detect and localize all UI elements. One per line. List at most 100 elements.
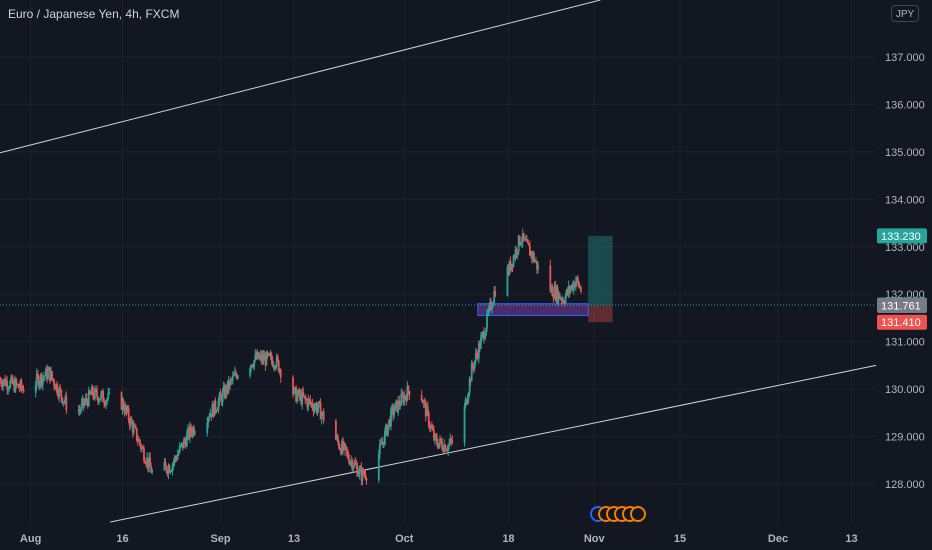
candle-body: [297, 389, 300, 395]
candle-body: [90, 386, 93, 395]
candle-body: [512, 256, 515, 267]
candle-body: [535, 260, 537, 262]
candle-body: [222, 386, 225, 392]
candle-body: [421, 400, 424, 404]
candle-body: [574, 281, 577, 288]
candle-body: [534, 261, 536, 263]
candle-body: [52, 378, 54, 381]
candle-body: [149, 457, 151, 467]
candle-body: [488, 305, 490, 313]
candle-body: [56, 383, 59, 394]
candle-body: [48, 367, 50, 371]
candle-body: [311, 402, 314, 408]
candle-body: [492, 302, 495, 307]
time-axis: Aug 16 Sep 13 Oct 18 Nov 15 Dec 13: [20, 533, 858, 545]
candle-body: [514, 249, 517, 258]
candle-body: [342, 441, 344, 451]
candle-body: [571, 284, 574, 290]
candle-body: [7, 388, 10, 390]
candle-body: [209, 413, 212, 418]
candle-body: [553, 286, 556, 299]
candle-body: [121, 399, 124, 410]
candle-body: [49, 367, 51, 381]
candle-body: [4, 378, 7, 386]
candle-body: [275, 356, 278, 367]
price-label-text: 131.761: [881, 301, 921, 313]
candle-body: [65, 396, 68, 411]
candle-body: [54, 386, 57, 390]
candle-body: [164, 461, 167, 466]
candle-body: [513, 256, 516, 258]
candle-body: [133, 425, 136, 427]
candle-body: [493, 290, 496, 303]
candle-body: [263, 356, 266, 361]
candle-body: [426, 406, 429, 412]
trendline[interactable]: [0, 0, 601, 154]
candle-body: [352, 467, 355, 470]
candle-body: [422, 400, 425, 404]
candle-body: [510, 263, 513, 271]
currency-button[interactable]: JPY: [891, 5, 919, 22]
candle-body: [6, 381, 9, 390]
candle-body: [20, 380, 23, 389]
candle-body: [380, 442, 383, 445]
time-tick-label: Aug: [20, 533, 41, 545]
stop-zone[interactable]: [588, 305, 613, 323]
trendline[interactable]: [110, 364, 877, 523]
candle-body: [580, 287, 582, 292]
candle-body: [123, 409, 126, 414]
candle-body: [183, 439, 186, 442]
candle-body: [10, 376, 13, 381]
price-label-target: [877, 228, 927, 244]
candle-body: [361, 469, 364, 481]
candle-body: [101, 390, 103, 394]
candle-body: [221, 391, 224, 403]
candle-body: [266, 352, 269, 356]
candle-body: [442, 448, 445, 452]
candle-body: [389, 419, 391, 427]
candle-body: [303, 395, 306, 397]
candle-body: [473, 360, 476, 369]
candle-body: [406, 385, 409, 401]
candle-body: [474, 353, 477, 361]
candle-body: [570, 284, 573, 289]
candle-body: [220, 396, 223, 403]
candles: [0, 228, 582, 486]
candle-body: [226, 380, 229, 393]
candle-body: [465, 399, 468, 405]
candle-body: [365, 478, 368, 480]
candle-body: [433, 430, 435, 440]
time-tick-label: 18: [502, 533, 514, 545]
candle-body: [517, 235, 520, 252]
candle-body: [295, 387, 297, 402]
candle-body: [431, 428, 434, 431]
price-axis: 128.000129.000130.000131.000132.000133.0…: [885, 52, 925, 491]
candle-body: [174, 456, 177, 459]
candle-body: [487, 312, 489, 314]
candle-body: [347, 452, 350, 459]
candle-body: [427, 411, 430, 427]
candle-body: [450, 438, 453, 441]
target-zone[interactable]: [588, 235, 613, 306]
chart-overlays: [0, 304, 876, 522]
price-tick-label: 129.000: [885, 432, 925, 444]
candle-body: [318, 401, 321, 403]
candle-body: [402, 395, 405, 403]
price-tick-label: 131.000: [885, 337, 925, 349]
candle-body: [51, 371, 53, 379]
candle-body: [122, 399, 125, 410]
candle-body: [79, 409, 82, 411]
candle-body: [142, 447, 144, 449]
candle-body: [484, 335, 486, 340]
event-badge-icon[interactable]: [630, 506, 646, 522]
candle-body: [399, 405, 402, 407]
candle-body: [464, 399, 467, 406]
candle-body: [296, 394, 299, 402]
candle-body: [531, 251, 533, 259]
candle-body: [349, 461, 352, 464]
candle-body: [85, 397, 88, 402]
entry-zone-box[interactable]: [477, 303, 589, 317]
candle-body: [175, 458, 178, 460]
candle-body: [96, 390, 98, 397]
